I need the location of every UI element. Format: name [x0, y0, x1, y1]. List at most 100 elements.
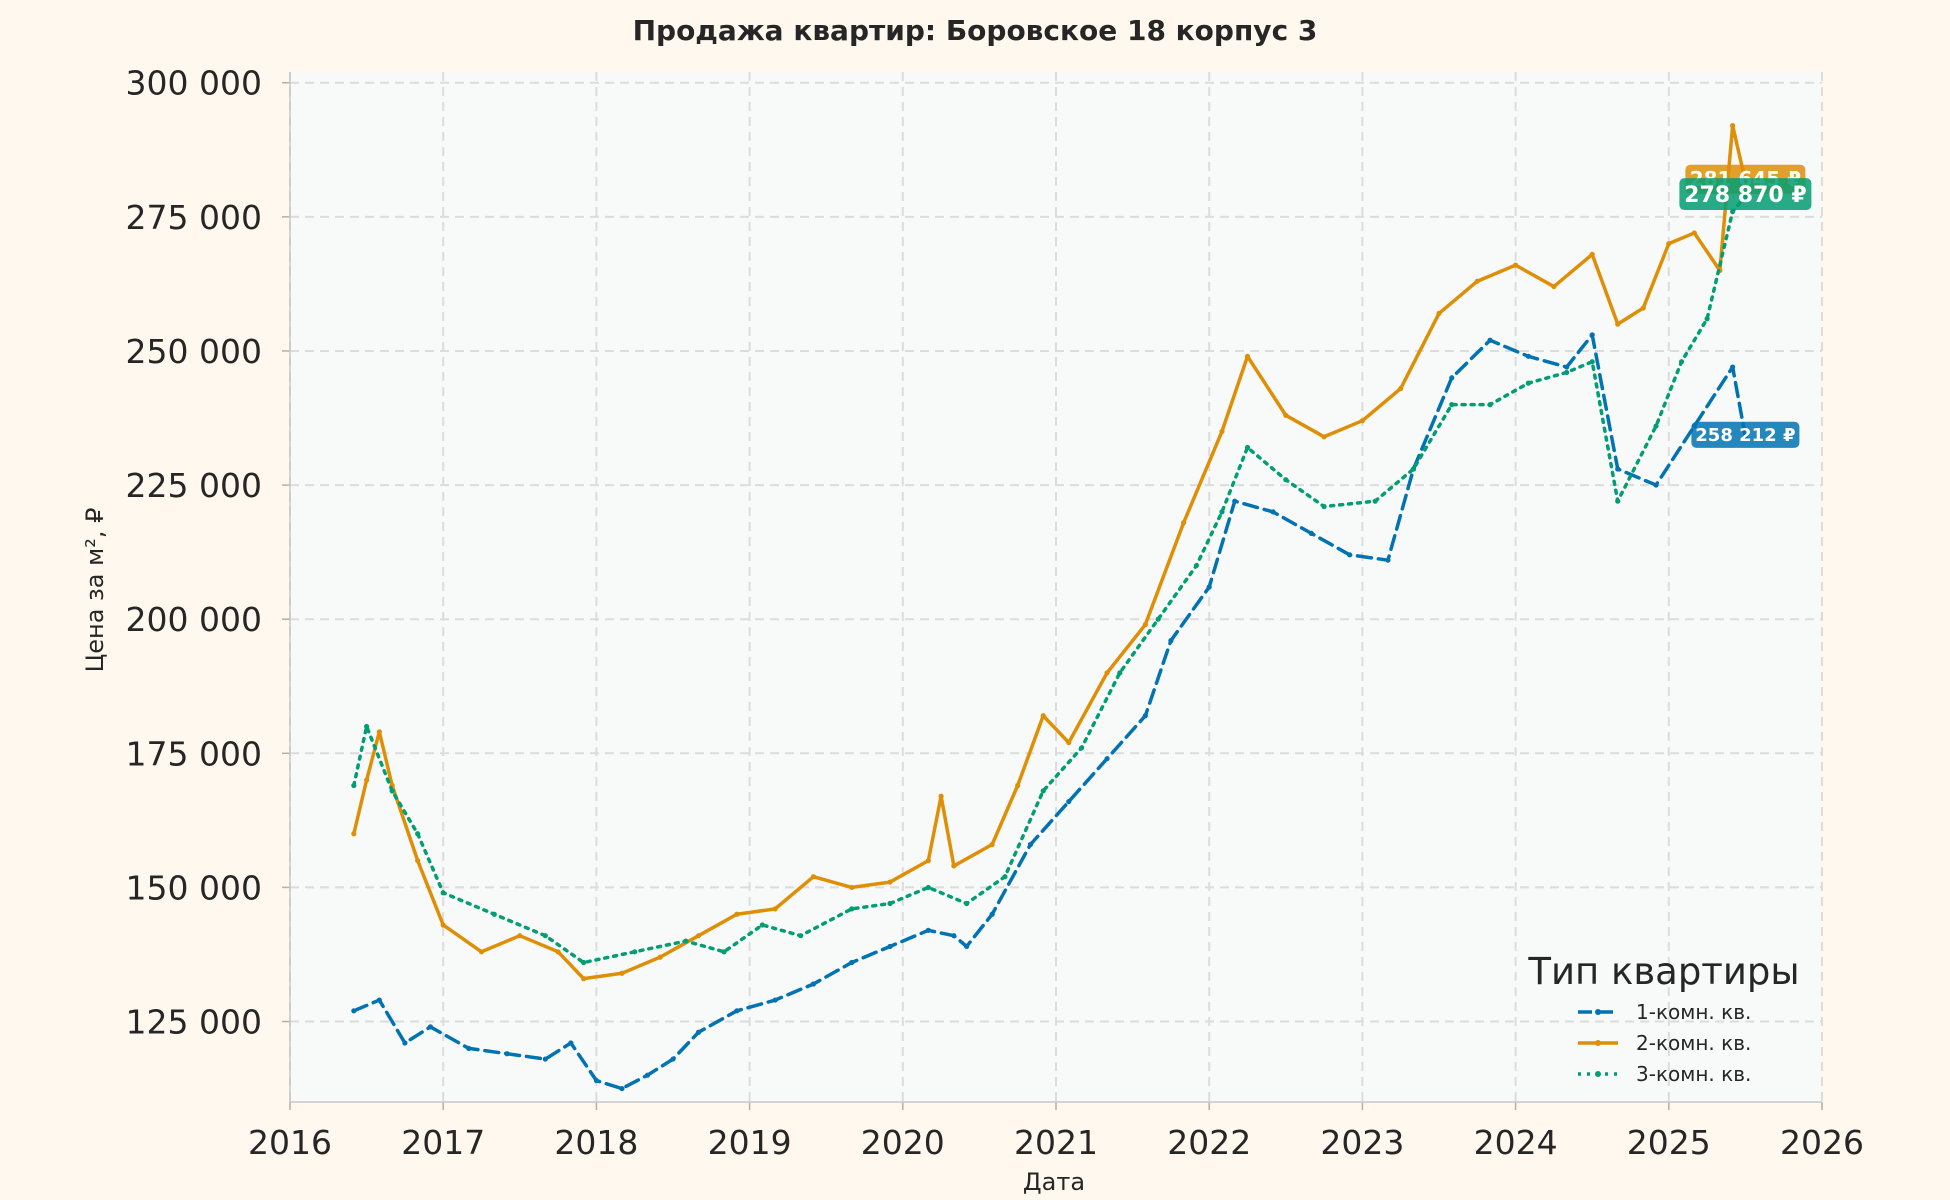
data-point — [504, 1051, 510, 1057]
data-point — [1181, 520, 1187, 526]
data-point — [1270, 509, 1276, 515]
y-tick-label: 150 000 — [126, 868, 262, 907]
y-tick-label: 175 000 — [126, 734, 262, 773]
series-lines — [351, 123, 1748, 1092]
legend-title: Тип квартиры — [1527, 950, 1799, 993]
legend-marker — [1595, 1071, 1601, 1077]
x-tick-label: 2021 — [1014, 1123, 1098, 1162]
data-point — [1691, 230, 1697, 236]
data-point — [772, 997, 778, 1003]
data-point — [389, 788, 395, 794]
data-point — [1104, 756, 1110, 762]
data-point — [1704, 316, 1710, 322]
data-point — [1513, 262, 1519, 268]
data-point — [887, 879, 893, 885]
y-tick-label: 250 000 — [126, 332, 262, 371]
data-point — [619, 970, 625, 976]
data-point — [1615, 498, 1621, 504]
data-point — [1398, 385, 1404, 392]
data-point — [1525, 353, 1531, 359]
data-point — [1564, 369, 1570, 376]
series-line — [352, 123, 1748, 981]
data-point — [1474, 278, 1480, 284]
series-line — [352, 194, 1748, 965]
data-point — [925, 927, 931, 933]
badge-background — [1691, 421, 1800, 448]
data-point — [1449, 375, 1455, 381]
data-point — [734, 911, 740, 917]
data-point — [1104, 670, 1110, 676]
legend-label: 2-комн. кв. — [1636, 1031, 1751, 1055]
data-point — [1640, 305, 1646, 311]
data-point — [619, 1085, 625, 1092]
badge-label: 278 870 ₽ — [1684, 183, 1806, 208]
data-point — [478, 949, 485, 955]
data-point — [466, 1045, 472, 1051]
data-point — [657, 954, 663, 960]
y-tick-label: 125 000 — [126, 1003, 262, 1042]
data-point — [1551, 283, 1557, 290]
data-point — [1653, 423, 1659, 429]
series-line — [352, 333, 1748, 1091]
data-point — [695, 1029, 702, 1035]
data-point — [1244, 353, 1251, 359]
data-point — [951, 863, 957, 869]
legend-items: 1-комн. кв. 2-комн. кв. 3-комн. кв. — [1578, 1000, 1751, 1086]
y-axis-title: Цена за м², ₽ — [81, 508, 109, 673]
x-tick-label: 2016 — [248, 1123, 332, 1162]
data-point — [772, 906, 778, 912]
x-axis-title: Дата — [1023, 1168, 1085, 1196]
data-point — [849, 884, 855, 891]
data-point — [1487, 337, 1493, 343]
data-point — [1206, 584, 1212, 590]
data-point — [1219, 509, 1225, 515]
y-tick-label: 300 000 — [126, 64, 262, 103]
x-tick-label: 2026 — [1780, 1123, 1864, 1162]
data-point — [810, 874, 817, 880]
data-point — [581, 959, 587, 966]
data-point — [1730, 123, 1736, 129]
legend-item: 3-комн. кв. — [1578, 1062, 1751, 1086]
x-tick-label: 2022 — [1167, 1123, 1251, 1162]
data-point — [1219, 428, 1225, 435]
data-point — [1142, 713, 1148, 719]
data-point — [351, 1008, 357, 1014]
data-point — [632, 949, 638, 955]
data-point — [1155, 616, 1161, 622]
data-point — [440, 890, 446, 896]
data-point — [1244, 444, 1251, 451]
data-point — [581, 976, 587, 982]
data-point — [415, 857, 421, 864]
data-point — [683, 938, 689, 944]
legend-item: 2-комн. кв. — [1578, 1031, 1751, 1055]
data-point — [964, 943, 970, 950]
data-point — [1487, 402, 1493, 408]
data-point — [1589, 332, 1595, 338]
data-point — [849, 959, 855, 966]
badge-label: 258 212 ₽ — [1695, 425, 1795, 446]
data-point — [721, 949, 727, 955]
data-point — [568, 1040, 574, 1046]
y-tick-label: 275 000 — [126, 198, 262, 237]
data-point — [491, 911, 497, 917]
data-point — [644, 1072, 651, 1078]
data-point — [1410, 466, 1417, 472]
data-point — [1525, 380, 1531, 386]
data-point — [964, 900, 970, 907]
data-point — [1385, 557, 1391, 563]
last-value-labels: 258 212 ₽281 645 ₽278 870 ₽ — [1679, 164, 1812, 448]
x-tick-label: 2023 — [1320, 1123, 1404, 1162]
data-point — [1027, 841, 1034, 848]
data-point — [1283, 477, 1289, 483]
data-point — [1040, 713, 1046, 719]
data-point — [1283, 412, 1289, 418]
y-tick-label: 200 000 — [126, 600, 262, 639]
data-point — [1347, 552, 1353, 558]
data-point — [1168, 638, 1174, 644]
data-point — [1066, 798, 1072, 805]
data-point — [938, 793, 944, 799]
data-point — [1449, 402, 1455, 408]
data-point — [925, 884, 931, 891]
data-point — [402, 1040, 408, 1046]
